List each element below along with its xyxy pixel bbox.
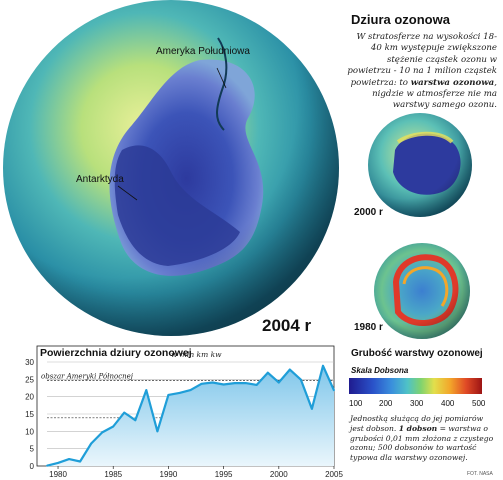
- description-text-end: , nigdzie w atmosferze nie ma warstwy sa…: [372, 77, 497, 111]
- data-point: [123, 411, 126, 414]
- data-point: [57, 461, 59, 464]
- x-tick-label: 1990: [160, 470, 178, 479]
- note-line-prefix: jest dobson.: [350, 423, 399, 433]
- globe-2004: [3, 0, 339, 336]
- scale-subtitle: Skala Dobsona: [351, 366, 409, 375]
- dobson-note: Jednostką służącą do jej pomiarów jest d…: [350, 414, 500, 463]
- note-line: grubości 0,01 mm złożona z czystego: [350, 433, 494, 443]
- data-point: [145, 389, 148, 391]
- ozone-hole-area-chart: obszar Ameryki Północnejobszar Antarktyd…: [25, 345, 343, 479]
- data-point: [244, 382, 247, 385]
- y-tick-label: 25: [25, 375, 34, 384]
- scale-tick: 300: [410, 399, 424, 408]
- scale-tick: 100: [349, 399, 363, 408]
- data-point: [266, 371, 269, 374]
- x-tick-label: 1995: [215, 470, 233, 479]
- data-point: [68, 458, 70, 460]
- data-point: [46, 464, 48, 467]
- data-point: [189, 389, 192, 391]
- note-line: ozonu; 500 dobsonów to wartość: [350, 443, 477, 453]
- page-title: Dziura ozonowa: [351, 12, 450, 27]
- data-point: [134, 419, 137, 422]
- description-text: W stratosferze na wysokości 18-40 km wys…: [347, 32, 497, 88]
- globe-1980: [374, 243, 470, 339]
- y-tick-label: 20: [25, 393, 34, 402]
- data-point: [211, 381, 214, 384]
- y-tick-label: 5: [30, 445, 35, 454]
- y-tick-label: 0: [30, 462, 35, 471]
- pointer-south-america: [216, 67, 227, 89]
- dobson-color-scale: [349, 378, 482, 394]
- data-point: [288, 368, 291, 371]
- scale-tick: 200: [379, 399, 393, 408]
- description: W stratosferze na wysokości 18-40 km wys…: [347, 32, 497, 112]
- chart-unit: w mln km kw: [171, 350, 222, 359]
- scale-tick: 400: [441, 399, 455, 408]
- chart-area-fill: [47, 365, 334, 466]
- description-bold: warstwa ozonowa: [410, 77, 495, 88]
- data-point: [322, 364, 324, 367]
- scale-tick: 500: [472, 399, 486, 408]
- data-point: [112, 425, 115, 428]
- note-line-suffix: = warstwa o: [437, 423, 488, 433]
- chart-title: Powierzchnia dziury ozonowej: [40, 347, 192, 359]
- data-point: [277, 381, 280, 384]
- data-point: [299, 378, 302, 381]
- globe-illustrations: [3, 0, 472, 339]
- photo-source: FOT. NASA: [467, 471, 493, 477]
- year-2004-label: 2004 r: [262, 316, 312, 335]
- data-point: [90, 442, 93, 445]
- year-1980-label: 1980 r: [354, 322, 383, 333]
- data-point: [222, 383, 225, 386]
- note-line: typowa dla warstwy ozonowej.: [350, 453, 468, 463]
- data-point: [333, 389, 335, 392]
- data-point: [79, 460, 82, 463]
- data-point: [156, 430, 159, 433]
- note-line-bold: 1 dobson: [398, 423, 438, 433]
- label-south-america: Ameryka Południowa: [156, 46, 250, 57]
- data-point: [255, 383, 258, 386]
- label-antarctica: Antarktyda: [76, 174, 124, 185]
- y-tick-label: 30: [25, 358, 34, 367]
- note-line: jest dobson. 1 dobson = warstwa o: [350, 424, 500, 434]
- x-tick-label: 1985: [104, 470, 122, 479]
- x-tick-label: 1980: [49, 470, 67, 479]
- reference-line-label: obszar Ameryki Północnej: [41, 372, 134, 380]
- globe-2000: [368, 113, 472, 217]
- x-tick-label: 2000: [270, 470, 288, 479]
- note-line: Jednostką służącą do jej pomiarów: [350, 414, 484, 423]
- data-point: [200, 382, 203, 385]
- data-point: [101, 431, 104, 434]
- data-point: [311, 407, 313, 410]
- data-point: [233, 382, 236, 385]
- scale-title: Grubość warstwy ozonowej: [351, 348, 483, 359]
- y-tick-label: 10: [25, 427, 34, 436]
- x-tick-label: 2005: [325, 470, 343, 479]
- year-2000-label: 2000 r: [354, 207, 383, 218]
- pointer-antarctica: [117, 185, 138, 201]
- data-point: [167, 394, 170, 396]
- data-point: [178, 391, 181, 394]
- y-tick-label: 15: [25, 410, 34, 419]
